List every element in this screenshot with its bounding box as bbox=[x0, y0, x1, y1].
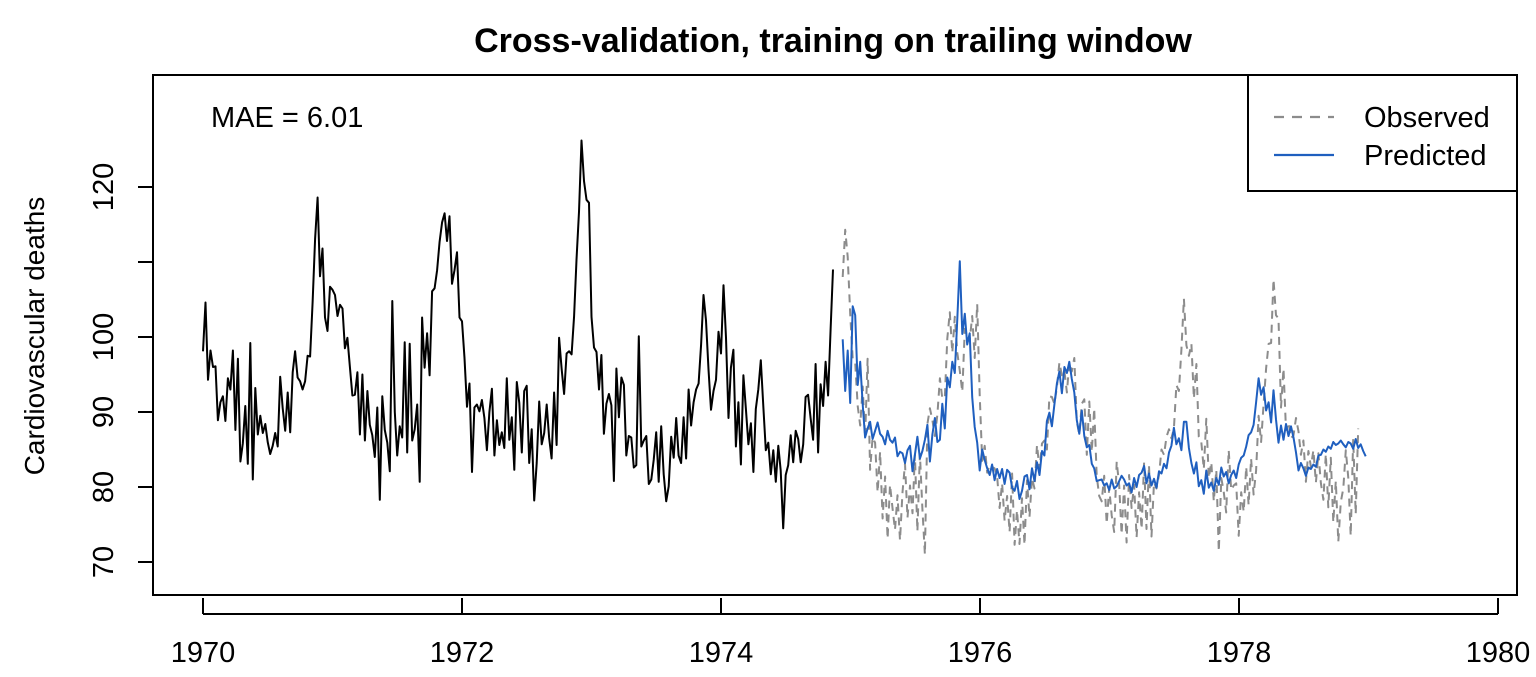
legend-box bbox=[1247, 74, 1518, 192]
x-axis: 1970 1972 1974 1976 1978 1980 bbox=[171, 598, 1531, 669]
y-tick-label: 80 bbox=[88, 471, 120, 503]
x-tick-label: 1978 bbox=[1207, 637, 1272, 669]
chart-title: Cross-validation, training on trailing w… bbox=[474, 22, 1192, 60]
y-tick-label: 90 bbox=[88, 396, 120, 428]
x-tick-label: 1976 bbox=[948, 637, 1013, 669]
x-tick-label: 1972 bbox=[430, 637, 495, 669]
x-tick-label: 1980 bbox=[1466, 637, 1531, 669]
y-tick-label: 70 bbox=[88, 546, 120, 578]
legend-predicted-label: Predicted bbox=[1364, 140, 1487, 172]
y-axis-label: Cardiovascular deaths bbox=[19, 197, 50, 476]
y-tick-label: 120 bbox=[88, 163, 120, 211]
series-line-predicted bbox=[841, 260, 1367, 500]
legend: Observed Predicted bbox=[1247, 74, 1518, 192]
y-axis: 70 80 90 100 120 bbox=[88, 163, 154, 578]
x-tick-label: 1974 bbox=[689, 637, 754, 669]
series-line-training bbox=[202, 139, 834, 530]
legend-observed-label: Observed bbox=[1364, 102, 1490, 134]
y-tick-label: 100 bbox=[88, 313, 120, 361]
series-layer bbox=[202, 139, 1367, 556]
mae-annotation: MAE = 6.01 bbox=[211, 102, 363, 134]
x-tick-label: 1970 bbox=[171, 637, 236, 669]
series-line-observed bbox=[841, 228, 1360, 556]
